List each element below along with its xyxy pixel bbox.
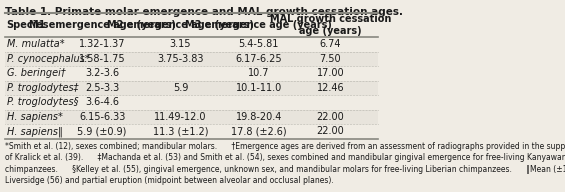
Text: 3.15: 3.15 — [170, 39, 191, 50]
Text: 10.7: 10.7 — [248, 68, 270, 78]
Text: 10.1-11.0: 10.1-11.0 — [236, 83, 282, 93]
Text: 5.4-5.81: 5.4-5.81 — [238, 39, 279, 50]
Text: 11.3 (±1.2): 11.3 (±1.2) — [153, 126, 208, 136]
Text: *Smith et al. (12), sexes combined; mandibular molars.      †Emergence ages are : *Smith et al. (12), sexes combined; mand… — [5, 142, 565, 185]
Text: M. mulatta*: M. mulatta* — [7, 39, 65, 50]
Text: 5.9: 5.9 — [173, 83, 188, 93]
Text: 3.6-4.6: 3.6-4.6 — [85, 97, 119, 107]
Bar — [5, 37, 378, 52]
Text: MAL growth cessation
age (years): MAL growth cessation age (years) — [270, 14, 391, 36]
Bar — [5, 66, 378, 81]
Text: 1.32-1.37: 1.32-1.37 — [79, 39, 125, 50]
Text: 1.58-1.75: 1.58-1.75 — [79, 54, 125, 64]
Bar — [5, 110, 378, 124]
Text: 17.8 (±2.6): 17.8 (±2.6) — [231, 126, 286, 136]
Text: 17.00: 17.00 — [316, 68, 344, 78]
Bar — [5, 81, 378, 95]
Text: 12.46: 12.46 — [316, 83, 344, 93]
Text: 3.75-3.83: 3.75-3.83 — [157, 54, 203, 64]
Text: Table 1. Primate molar emergence and MAL growth cessation ages.: Table 1. Primate molar emergence and MAL… — [5, 7, 403, 17]
Text: G. beringei†: G. beringei† — [7, 68, 66, 78]
Text: 6.17-6.25: 6.17-6.25 — [236, 54, 282, 64]
Text: Species: Species — [7, 20, 49, 30]
Text: P. troglodytes‡: P. troglodytes‡ — [7, 83, 79, 93]
Bar — [5, 52, 378, 66]
Text: H. sapiens‖: H. sapiens‖ — [7, 126, 63, 137]
Text: 2.5-3.3: 2.5-3.3 — [85, 83, 119, 93]
Text: H. sapiens*: H. sapiens* — [7, 112, 63, 122]
Text: P. troglodytes§: P. troglodytes§ — [7, 97, 79, 107]
Text: 7.50: 7.50 — [320, 54, 341, 64]
Text: 11.49-12.0: 11.49-12.0 — [154, 112, 207, 122]
Text: 19.8-20.4: 19.8-20.4 — [236, 112, 282, 122]
Text: 3.2-3.6: 3.2-3.6 — [85, 68, 119, 78]
Text: M1 emergence age (years): M1 emergence age (years) — [29, 20, 176, 30]
Text: P. cynocephalus*: P. cynocephalus* — [7, 54, 90, 64]
Text: 6.74: 6.74 — [320, 39, 341, 50]
Bar — [5, 95, 378, 110]
Text: M3 emergence age (years): M3 emergence age (years) — [185, 20, 332, 30]
Text: 6.15-6.33: 6.15-6.33 — [79, 112, 125, 122]
Text: 22.00: 22.00 — [316, 126, 344, 136]
Text: 5.9 (±0.9): 5.9 (±0.9) — [77, 126, 127, 136]
Text: 22.00: 22.00 — [316, 112, 344, 122]
Text: M2 emergence age (years): M2 emergence age (years) — [107, 20, 254, 30]
Bar — [5, 124, 378, 139]
